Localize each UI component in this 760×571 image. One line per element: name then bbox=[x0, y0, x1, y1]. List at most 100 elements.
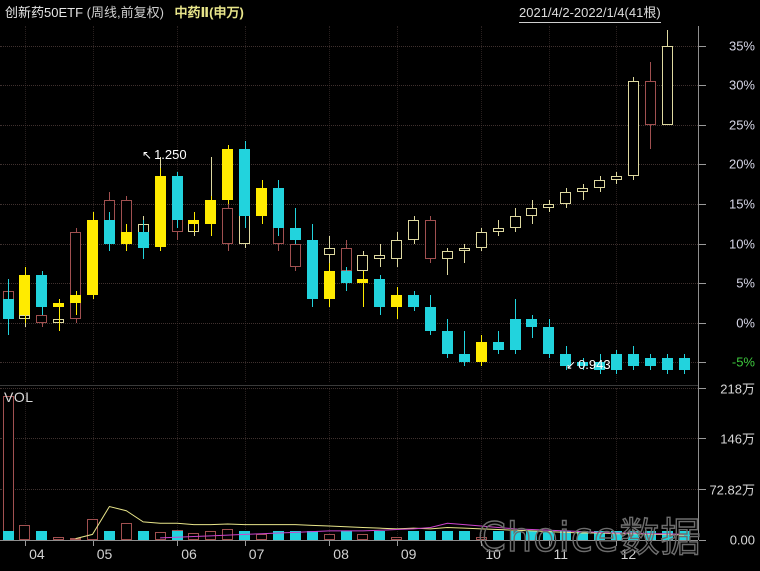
x-axis-tick-label: 09 bbox=[400, 546, 417, 562]
y-axis-tick bbox=[699, 243, 706, 245]
volume-bar-etf[interactable] bbox=[678, 531, 690, 540]
x-axis-tick-label: 06 bbox=[181, 546, 197, 562]
volume-bar-etf[interactable] bbox=[441, 531, 453, 540]
x-axis-tick-label: 10 bbox=[485, 546, 501, 562]
volume-bar-etf[interactable] bbox=[594, 531, 605, 540]
x-axis-tick bbox=[92, 541, 94, 546]
volume-bar-etf[interactable] bbox=[577, 531, 589, 540]
volume-axis-tick bbox=[699, 438, 706, 440]
price-gridline bbox=[0, 45, 698, 47]
overlay-index-label: 中药Ⅱ(申万) bbox=[174, 5, 244, 20]
month-gridline bbox=[616, 388, 618, 540]
month-gridline bbox=[244, 388, 246, 540]
volume-bar[interactable] bbox=[19, 524, 31, 540]
volume-bar-etf[interactable] bbox=[103, 531, 115, 540]
volume-bar[interactable] bbox=[357, 533, 369, 540]
candle-body bbox=[323, 271, 335, 299]
candle-wick bbox=[59, 298, 60, 331]
volume-bar-etf[interactable] bbox=[492, 531, 504, 540]
candle-body bbox=[171, 176, 183, 220]
volume-bar[interactable] bbox=[256, 534, 267, 540]
volume-bar-etf[interactable] bbox=[543, 531, 555, 540]
x-axis-tick-label: 04 bbox=[29, 546, 45, 562]
volume-chart-pane[interactable] bbox=[0, 388, 698, 540]
volume-bar-etf[interactable] bbox=[661, 531, 673, 540]
volume-bar-etf[interactable] bbox=[374, 531, 386, 540]
volume-ma-overlay bbox=[75, 505, 685, 540]
volume-bar-etf[interactable] bbox=[239, 531, 251, 540]
volume-bar[interactable] bbox=[120, 522, 132, 540]
candle-wick bbox=[464, 330, 465, 367]
volume-bar-etf[interactable] bbox=[171, 531, 183, 540]
candle-body bbox=[137, 231, 149, 248]
y-axis-tick-label: 35% bbox=[728, 38, 755, 54]
volume-axis-tick bbox=[699, 540, 706, 541]
volume-axis-tick-label: 218万 bbox=[720, 381, 755, 397]
volume-bar-etf[interactable] bbox=[2, 531, 14, 540]
month-gridline bbox=[24, 388, 26, 540]
volume-bar-etf[interactable] bbox=[36, 531, 48, 540]
candle-body bbox=[188, 219, 200, 224]
symbol-name: 创新药50ETF bbox=[5, 5, 84, 20]
month-gridline bbox=[92, 26, 94, 382]
candle-wick bbox=[447, 247, 448, 276]
volume-bar[interactable] bbox=[53, 537, 65, 540]
volume-bar-etf[interactable] bbox=[526, 531, 538, 540]
volume-bar-etf[interactable] bbox=[306, 531, 318, 540]
low-marker-arrow-icon: ↙ bbox=[566, 358, 577, 372]
y-axis-tick-label: 15% bbox=[728, 196, 755, 212]
candle-body bbox=[391, 239, 403, 260]
volume-bar-etf[interactable] bbox=[509, 531, 521, 540]
y-axis-tick bbox=[699, 45, 706, 47]
volume-panel-label: VOL bbox=[4, 389, 34, 405]
x-axis-tick bbox=[177, 541, 178, 546]
period-label: (周线,前复权) bbox=[86, 5, 164, 20]
candle-body bbox=[357, 279, 369, 284]
volume-bar-etf[interactable] bbox=[289, 531, 301, 540]
candle-body bbox=[323, 247, 335, 256]
volume-bar-etf[interactable] bbox=[137, 531, 149, 540]
volume-bar-etf[interactable] bbox=[408, 531, 420, 540]
y-axis-tick-label: 25% bbox=[728, 117, 755, 133]
volume-bar-etf[interactable] bbox=[340, 531, 352, 540]
volume-bar-etf[interactable] bbox=[627, 531, 639, 540]
volume-bar-etf[interactable] bbox=[458, 531, 470, 540]
candle-body bbox=[374, 255, 386, 260]
candle-body bbox=[509, 318, 521, 351]
volume-bar-etf[interactable] bbox=[644, 531, 656, 540]
candle-body bbox=[53, 318, 65, 323]
x-axis-tick bbox=[329, 541, 331, 546]
price-chart-pane[interactable] bbox=[0, 26, 698, 382]
volume-bar[interactable] bbox=[391, 536, 403, 540]
volume-bar[interactable] bbox=[154, 532, 166, 540]
month-gridline bbox=[177, 388, 178, 540]
low-marker: ↙ 0.943 bbox=[566, 357, 611, 372]
volume-bar[interactable] bbox=[475, 536, 487, 540]
volume-bar-etf[interactable] bbox=[610, 531, 622, 540]
candle-body bbox=[70, 231, 82, 319]
month-gridline bbox=[481, 388, 483, 540]
volume-bar[interactable] bbox=[87, 519, 98, 540]
price-gridline bbox=[0, 283, 698, 285]
choice-watermark: Choice数据 bbox=[477, 514, 702, 561]
volume-bar-etf[interactable] bbox=[272, 531, 284, 540]
x-axis-tick-label: 12 bbox=[620, 546, 637, 562]
candle-wick bbox=[667, 29, 668, 50]
candle-body bbox=[577, 188, 589, 193]
candle-body bbox=[222, 207, 234, 244]
candle-body bbox=[19, 314, 31, 319]
candle-body bbox=[70, 294, 82, 303]
x-axis-tick bbox=[396, 541, 398, 546]
candle-body bbox=[408, 294, 420, 307]
volume-bar-etf[interactable] bbox=[425, 531, 436, 540]
month-gridline bbox=[329, 26, 331, 382]
x-axis-tick-label: 11 bbox=[553, 546, 569, 562]
volume-bar-etf[interactable] bbox=[560, 531, 572, 540]
volume-bar[interactable] bbox=[323, 534, 335, 540]
candle-body bbox=[475, 342, 487, 363]
candle-body bbox=[577, 362, 589, 367]
x-axis-tick bbox=[481, 541, 483, 546]
x-axis-tick bbox=[244, 541, 246, 546]
candle-body bbox=[2, 298, 14, 319]
date-range-label[interactable]: 2021/4/2-2022/1/4(41根) bbox=[519, 2, 661, 23]
